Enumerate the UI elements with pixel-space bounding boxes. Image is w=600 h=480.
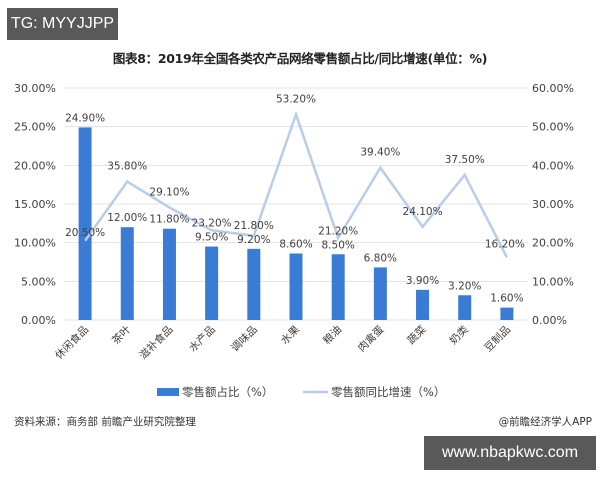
category-label: 粮油 <box>320 323 344 347</box>
bar <box>205 246 219 320</box>
line-value-label: 21.80% <box>234 220 274 232</box>
line-value-label: 24.10% <box>403 206 443 218</box>
bar-value-label: 11.80% <box>149 214 189 226</box>
left-axis-tick: 20.00% <box>14 159 56 172</box>
line-value-label: 16.20% <box>485 238 525 250</box>
bar <box>289 253 303 320</box>
bar-value-label: 12.00% <box>107 212 147 224</box>
right-axis-tick: 10.00% <box>532 275 574 288</box>
left-axis-tick: 15.00% <box>14 198 56 211</box>
right-axis-tick: 40.00% <box>532 159 574 172</box>
left-axis-tick: 5.00% <box>21 275 56 288</box>
right-axis-tick: 50.00% <box>532 121 574 134</box>
legend-line-label: 零售额同比增速（%） <box>331 385 445 399</box>
bar <box>120 227 134 320</box>
category-label: 水果 <box>279 323 303 347</box>
watermark-badge-top: TG: MYYJJPP <box>7 8 118 40</box>
category-label: 肉禽蛋 <box>355 323 387 355</box>
category-label: 滋补食品 <box>137 323 176 362</box>
left-axis-tick: 25.00% <box>14 121 56 134</box>
bar-value-label: 1.60% <box>490 293 523 305</box>
bar-value-label: 6.80% <box>364 252 397 264</box>
left-axis-tick: 10.00% <box>14 237 56 250</box>
legend-bar-swatch <box>157 388 179 396</box>
bar <box>500 307 514 320</box>
line-value-label: 39.40% <box>360 147 400 159</box>
line-value-label: 23.20% <box>192 218 232 230</box>
bar <box>416 289 430 320</box>
credit-note: @前瞻经济学人APP <box>498 416 592 428</box>
category-label: 休闲食品 <box>52 323 91 362</box>
bar <box>373 267 387 320</box>
bar-value-label: 8.60% <box>279 238 312 250</box>
right-axis-tick: 20.00% <box>532 237 574 250</box>
bar <box>162 228 176 320</box>
bar-value-label: 9.20% <box>237 234 270 246</box>
legend-bar-label: 零售额占比（%） <box>182 385 273 399</box>
right-axis-tick: 30.00% <box>532 198 574 211</box>
bar <box>247 248 261 320</box>
bar-value-label: 3.20% <box>448 280 481 292</box>
bar <box>331 254 345 320</box>
line-value-label: 53.20% <box>276 93 316 105</box>
line-value-label: 21.20% <box>318 225 358 237</box>
category-label: 调味品 <box>229 324 260 355</box>
right-axis-tick: 60.00% <box>532 82 574 95</box>
category-label: 水产品 <box>186 323 217 354</box>
bar <box>458 295 472 320</box>
category-label: 茶叶 <box>109 323 133 347</box>
line-value-label: 29.10% <box>149 186 189 198</box>
category-label: 蔬菜 <box>405 323 429 347</box>
growth-line <box>84 110 509 258</box>
left-axis-tick: 0.00% <box>21 314 56 327</box>
category-label: 豆制品 <box>482 323 513 354</box>
watermark-badge-bottom: www.nbapkwc.com <box>424 436 596 470</box>
source-note: 资料来源：商务部 前瞻产业研究院整理 <box>14 416 196 428</box>
bar <box>78 127 92 320</box>
bar-value-label: 9.50% <box>195 232 228 244</box>
category-label: 奶类 <box>447 323 471 347</box>
left-axis-tick: 30.00% <box>14 82 56 95</box>
line-value-label: 20.50% <box>65 227 105 239</box>
line-value-label: 35.80% <box>107 161 147 173</box>
chart-title: 图表8：2019年全国各类农产品网络零售额占比/同比增速(单位：%) <box>112 51 488 66</box>
bar-value-label: 24.90% <box>65 112 105 124</box>
bar-value-label: 8.50% <box>322 239 355 251</box>
right-axis-tick: 0.00% <box>532 314 567 327</box>
line-value-label: 37.50% <box>445 154 485 166</box>
bar-value-label: 3.90% <box>406 275 439 287</box>
